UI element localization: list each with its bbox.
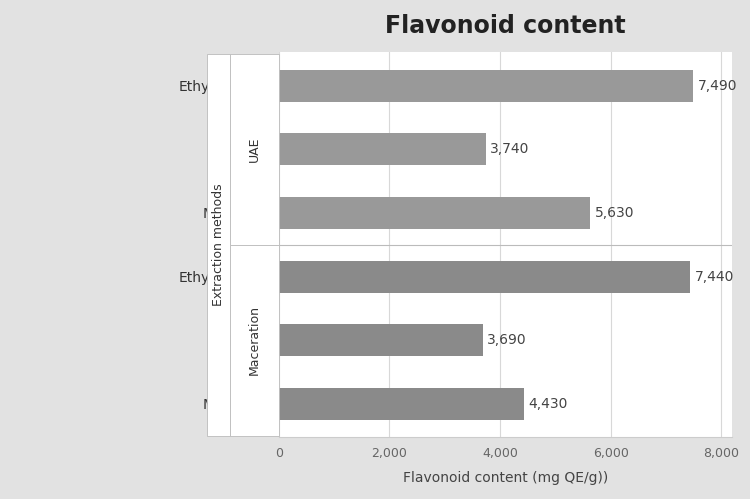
Bar	[279, 388, 524, 420]
Bar	[279, 70, 693, 102]
Text: 3,740: 3,740	[490, 142, 530, 156]
Text: 7,490: 7,490	[698, 79, 737, 93]
Text: Maceration: Maceration	[248, 305, 261, 375]
Text: UAE: UAE	[248, 137, 261, 162]
X-axis label: Flavonoid content (mg QE/g)): Flavonoid content (mg QE/g))	[403, 471, 608, 485]
Text: 3,690: 3,690	[488, 333, 526, 347]
Bar	[279, 260, 690, 292]
Bar	[279, 133, 485, 165]
Text: 7,440: 7,440	[694, 269, 734, 283]
Text: Extraction methods: Extraction methods	[212, 184, 225, 306]
Text: 4,430: 4,430	[528, 397, 568, 411]
Bar	[279, 197, 590, 229]
Bar	[279, 324, 483, 356]
Title: Flavonoid content: Flavonoid content	[386, 14, 626, 38]
Text: 5,630: 5,630	[595, 206, 634, 220]
